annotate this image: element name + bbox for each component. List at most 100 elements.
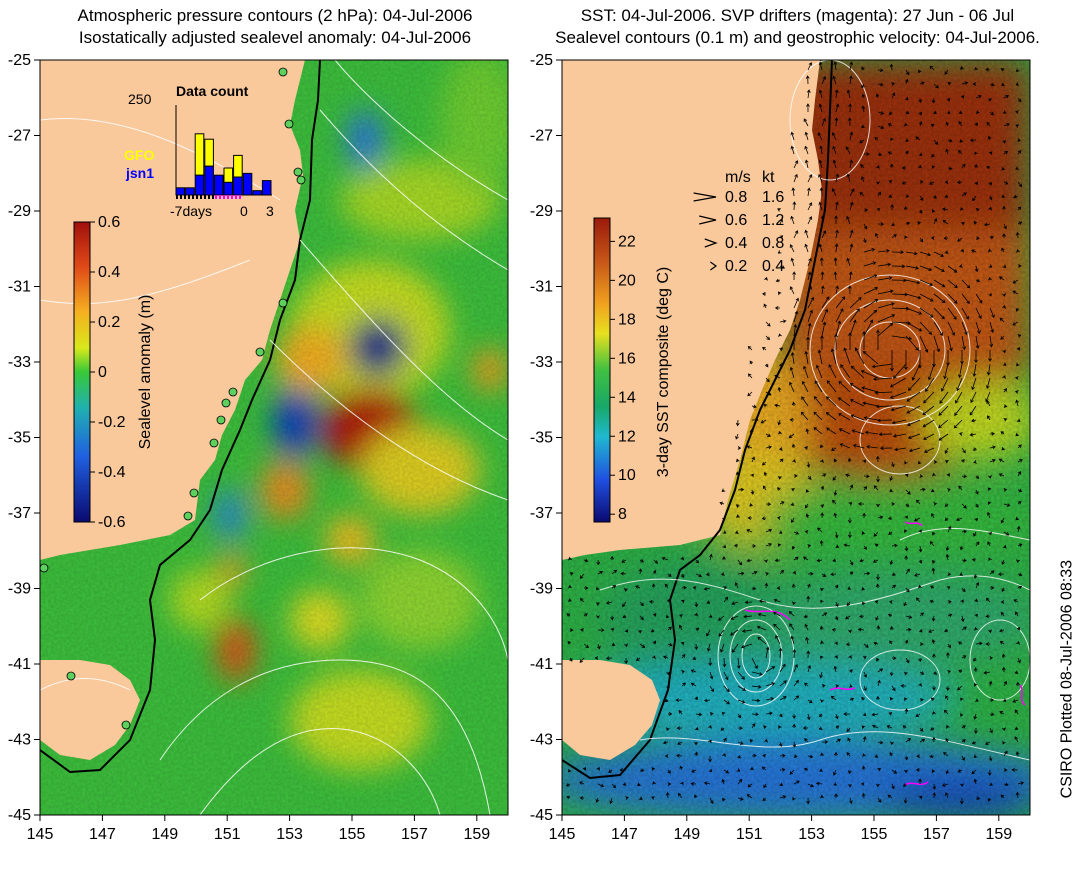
velocity-arrow [790, 502, 795, 506]
velocity-arrow [985, 67, 991, 72]
velocity-arrow [737, 726, 743, 730]
velocity-arrow [566, 795, 571, 800]
velocity-arrow [736, 458, 740, 463]
velocity-arrow [919, 474, 924, 478]
right-ytick-label: -39 [530, 581, 553, 598]
velocity-arrow [861, 792, 866, 799]
velocity-arrow [923, 447, 935, 453]
velocity-arrow [692, 656, 697, 661]
velocity-arrow [569, 571, 574, 576]
velocity-arrow [595, 586, 600, 591]
velocity-arrow [876, 783, 880, 788]
velocity-arrow [986, 400, 991, 407]
velocity-arrow [691, 769, 697, 773]
velocity-arrow [890, 741, 894, 746]
velocity-arrow [960, 697, 964, 702]
velocity-arrow [848, 783, 852, 788]
velocity-arrow [907, 433, 921, 440]
velocity-arrow [974, 66, 978, 71]
velocity-arrow [974, 517, 978, 522]
velocity-arrow [779, 696, 787, 701]
velocity-arrow [813, 395, 823, 407]
velocity-arrow [972, 363, 977, 377]
velocity-arrow [579, 796, 585, 800]
velocity-arrow [818, 159, 823, 169]
velocity-arrow [821, 473, 827, 477]
velocity-arrow [973, 220, 978, 225]
velocity-arrow [986, 121, 991, 127]
velocity-arrow [749, 428, 754, 435]
velocity-arrow [1015, 432, 1019, 437]
velocity-arrow [1015, 791, 1020, 799]
velocity-arrow [974, 163, 978, 169]
velocity-arrow [801, 396, 809, 407]
velocity-arrow [1003, 680, 1008, 687]
velocity-arrow [875, 583, 880, 589]
velocity-arrow [1012, 321, 1019, 326]
velocity-arrow [741, 643, 753, 649]
velocity-arrow [943, 751, 949, 757]
velocity-arrow [804, 503, 809, 509]
velocity-arrow [819, 187, 824, 197]
velocity-arrow [854, 347, 865, 365]
velocity-arrow [791, 517, 795, 524]
velocity-arrow [568, 584, 572, 589]
velocity-arrow [947, 166, 953, 171]
velocity-arrow [946, 652, 950, 659]
velocity-arrow [734, 582, 739, 589]
velocity-arrow [998, 572, 1005, 577]
inset-title: Data count [176, 83, 249, 99]
velocity-arrow [876, 503, 880, 508]
velocity-arrow [943, 236, 949, 241]
velocity-arrow [989, 445, 996, 450]
velocity-arrow [947, 82, 952, 86]
velocity-arrow [960, 95, 965, 99]
velocity-arrow [639, 601, 644, 607]
velocity-arrow [862, 601, 866, 606]
velocity-arrow [596, 615, 600, 619]
velocity-arrow [579, 597, 585, 603]
velocity-arrow [806, 89, 811, 99]
velocity-arrow [790, 215, 795, 225]
velocity-arrow [833, 489, 838, 496]
velocity-arrow [807, 571, 814, 576]
velocity-arrow [737, 797, 744, 801]
velocity-arrow [821, 230, 827, 239]
velocity-arrow [820, 215, 825, 225]
velocity-arrow [773, 611, 781, 617]
velocity-arrow [876, 625, 881, 631]
velocity-arrow [975, 321, 981, 335]
velocity-arrow [830, 695, 837, 701]
velocity-arrow [940, 377, 949, 392]
velocity-arrow [664, 754, 669, 758]
velocity-arrow [637, 782, 641, 787]
velocity-arrow [947, 525, 952, 533]
velocity-arrow [1016, 641, 1020, 645]
velocity-arrow [863, 223, 868, 230]
velocity-arrow [946, 473, 950, 477]
velocity-arrow [833, 271, 838, 281]
velocity-arrow [792, 601, 796, 606]
velocity-arrow [961, 725, 966, 729]
velocity-arrow [579, 573, 585, 579]
velocity-arrow [567, 640, 572, 645]
velocity-arrow [851, 429, 865, 435]
velocity-arrow [667, 642, 673, 647]
velocity-arrow [957, 363, 963, 379]
velocity-arrow [818, 243, 823, 253]
velocity-arrow [793, 297, 800, 309]
velocity-arrow [731, 601, 739, 606]
velocity-arrow [863, 685, 867, 692]
velocity-arrow [1003, 151, 1009, 155]
velocity-arrow [974, 598, 978, 603]
velocity-arrow [791, 443, 796, 449]
velocity-arrow [832, 145, 837, 155]
velocity-arrow [804, 350, 809, 365]
velocity-arrow [737, 741, 744, 745]
velocity-arrow [919, 209, 923, 214]
velocity-arrow [891, 584, 897, 589]
velocity-arrow [1003, 531, 1010, 536]
velocity-arrow [933, 110, 937, 115]
velocity-arrow [975, 110, 980, 115]
